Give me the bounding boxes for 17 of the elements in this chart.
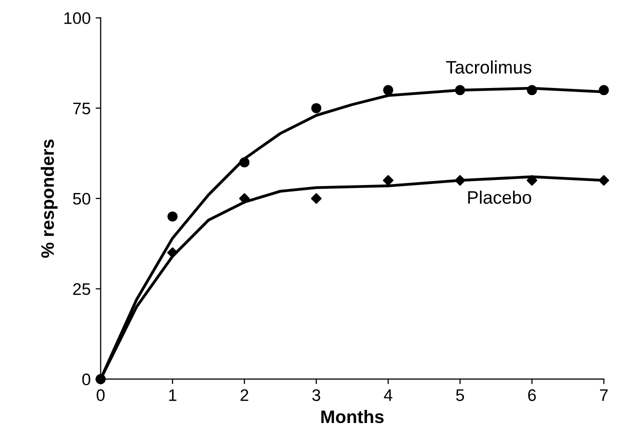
y-tick-label: 100	[64, 12, 90, 24]
y-tick-label: 50	[73, 192, 90, 205]
x-tick-label: 7	[600, 389, 608, 401]
x-tick-label: 0	[96, 389, 105, 402]
x-tick-label: 6	[528, 389, 536, 402]
y-tick-label: 75	[73, 102, 90, 114]
x-tick-label: 5	[456, 389, 464, 402]
series-label: Tacrolimus	[446, 60, 532, 74]
y-axis-title: % responders	[40, 140, 58, 258]
x-tick-label: 3	[312, 389, 320, 402]
x-tick-label: 1	[169, 389, 176, 401]
y-tick-label: 25	[73, 283, 90, 295]
series-label: Placebo	[468, 190, 532, 204]
x-tick-label: 2	[240, 389, 248, 401]
x-axis-title: Months	[321, 410, 384, 424]
y-tick-label: 0	[82, 374, 90, 386]
x-tick-label: 4	[384, 389, 392, 401]
